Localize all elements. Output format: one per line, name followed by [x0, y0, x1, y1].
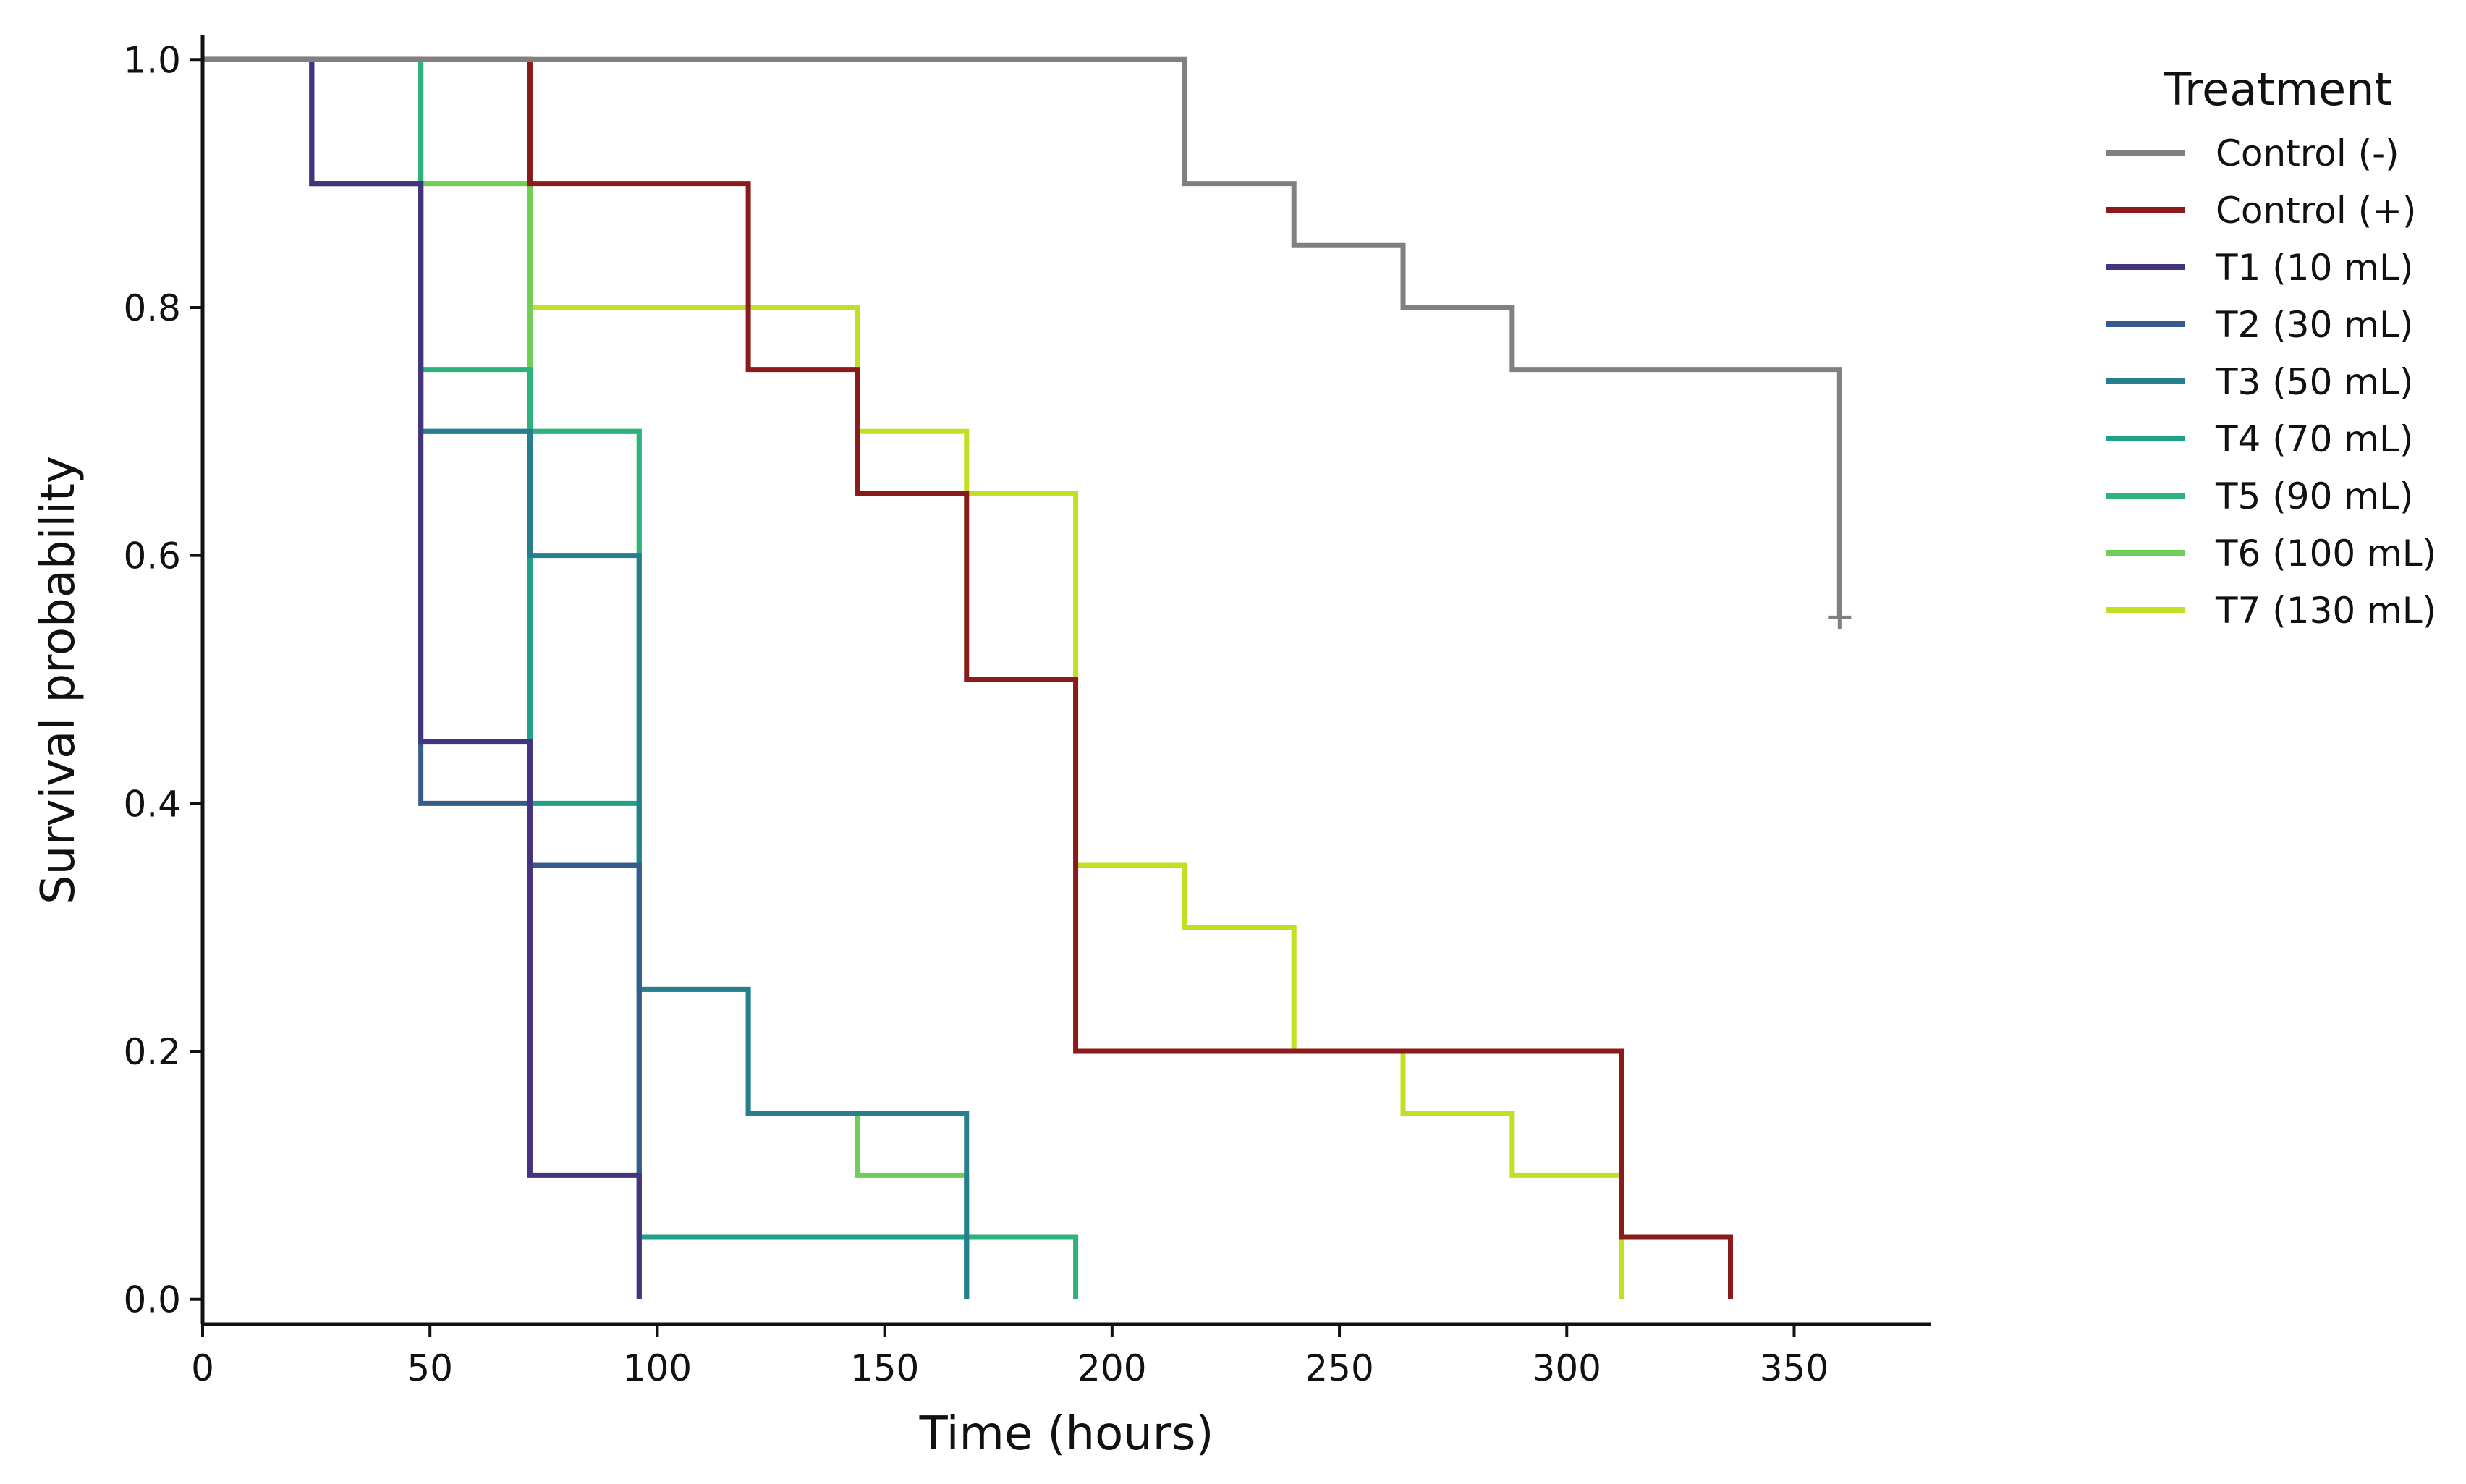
series-layer	[203, 56, 1852, 1299]
y-axis-title: Survival probability	[32, 456, 85, 904]
legend-label-t4-70-ml: T4 (70 mL)	[2215, 418, 2413, 460]
legend-label-t7-130-ml: T7 (130 mL)	[2215, 590, 2436, 632]
x-tick-label: 200	[1077, 1347, 1146, 1389]
legend-title: Treatment	[2163, 63, 2391, 116]
legend-label-t2-30-ml: T2 (30 mL)	[2215, 304, 2413, 346]
series-line-control	[203, 56, 1733, 1299]
ticks: 0 50 100 150 200 250 300 350 0.0 0.2 0.4 0.6 0.8 1.0	[123, 39, 1829, 1389]
x-tick-label: 150	[850, 1347, 919, 1389]
legend-label-t1-10-ml: T1 (10 mL)	[2215, 247, 2413, 289]
y-tick-label: 0.2	[123, 1031, 181, 1073]
x-tick-label: 100	[623, 1347, 692, 1389]
series-line-t3-50-ml	[203, 56, 970, 1299]
x-tick-label: 0	[191, 1347, 214, 1389]
series-line-t1-10-ml	[203, 56, 642, 1299]
y-tick-label: 1.0	[123, 39, 181, 81]
x-tick-label: 300	[1533, 1347, 1601, 1389]
legend-label-control: Control (+)	[2216, 190, 2417, 232]
legend-label-t3-50-ml: T3 (50 mL)	[2215, 361, 2413, 403]
legend: Control (-) Control (+) T1 (10 mL) T2 (30 m…	[2106, 132, 2436, 632]
y-tick-label: 0.0	[123, 1279, 181, 1321]
x-tick-label: 50	[407, 1347, 453, 1389]
x-tick-label: 250	[1305, 1347, 1373, 1389]
legend-label-t6-100-ml: T6 (100 mL)	[2215, 533, 2436, 574]
censor-mark-control	[1828, 606, 1852, 629]
axes	[200, 35, 1931, 1326]
y-tick-label: 0.6	[123, 535, 181, 577]
y-tick-label: 0.4	[123, 783, 181, 825]
y-tick-label: 0.8	[123, 287, 181, 329]
x-tick-label: 350	[1760, 1347, 1829, 1389]
x-axis-title: Time (hours)	[919, 1407, 1214, 1461]
series-line-control	[203, 56, 1842, 618]
legend-label-control: Control (-)	[2216, 132, 2399, 174]
legend-label-t5-90-ml: T5 (90 mL)	[2215, 475, 2413, 517]
